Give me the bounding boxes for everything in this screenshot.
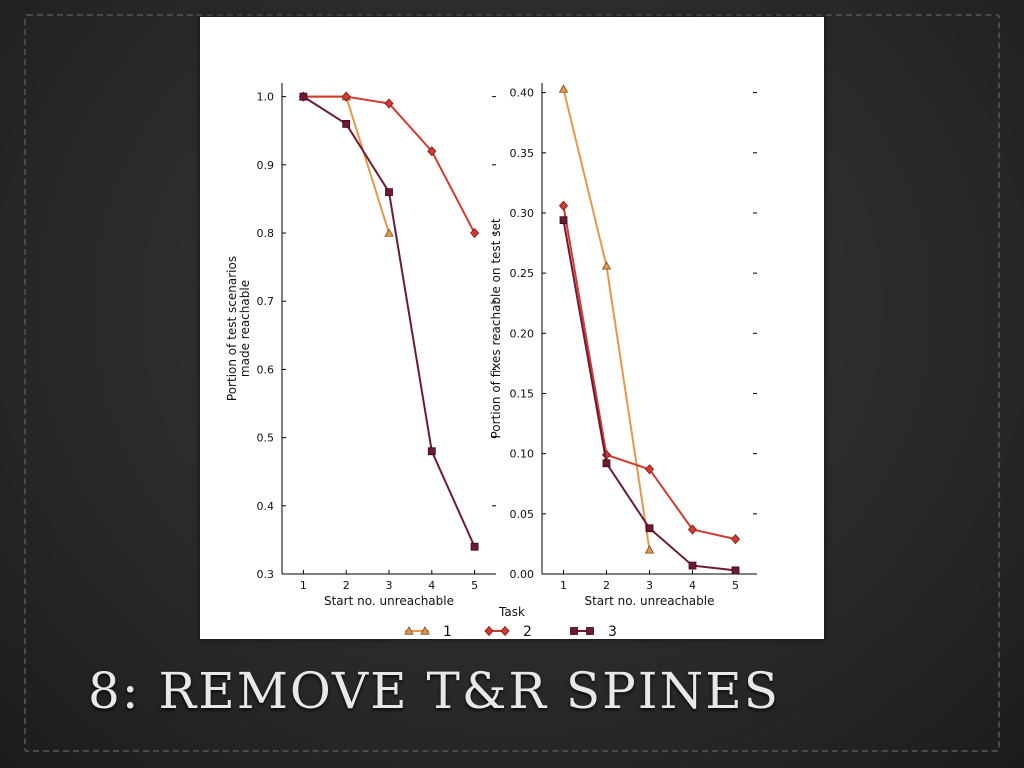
chart-legend: Task 1 2 3 (404, 605, 617, 639)
data-point-series-3 (427, 447, 436, 456)
x-tick-label: 2 (603, 579, 610, 592)
x-tick-label: 3 (646, 579, 653, 592)
data-point-series-3 (645, 524, 654, 533)
series-line-1 (303, 95, 390, 234)
data-point-series-1 (558, 84, 569, 93)
y-tick-label: 0.8 (257, 227, 275, 240)
legend-marker-2 (484, 625, 494, 637)
legend-marker-3 (570, 627, 578, 635)
y-tick-label: 0.00 (510, 568, 535, 581)
y-tick-label: 0.10 (510, 448, 535, 461)
data-point-series-2 (687, 524, 698, 535)
y-tick-label: 0.4 (257, 500, 275, 513)
data-point-series-2 (730, 533, 741, 545)
slide-stitch-border (24, 14, 1000, 752)
data-point-series-3 (385, 188, 393, 197)
legend-label-3: 3 (608, 624, 617, 639)
data-point-series-3 (559, 216, 568, 225)
series-line-2 (562, 205, 736, 541)
series-line-2 (303, 95, 476, 234)
chart-panel-1: 0.3 0.4 0.5 0.6 0.7 0.8 0.9 1.0 1 2 3 4 5 Start no. u… (225, 83, 496, 608)
y-tick-label: 0.05 (510, 508, 535, 521)
y-tick-label: 0.30 (510, 207, 535, 220)
legend-title: Task (498, 605, 525, 619)
data-point-series-2 (384, 98, 394, 109)
y-tick-label: 0.40 (510, 87, 535, 100)
data-point-series-3 (470, 542, 479, 551)
data-point-series-3 (602, 459, 611, 468)
y-axis-label: Portion of fixes reachable on test set (489, 218, 503, 438)
legend-marker-1 (404, 626, 414, 635)
data-point-series-3 (299, 92, 308, 101)
figure-card: 0.3 0.4 0.5 0.6 0.7 0.8 0.9 1.0 1 2 3 4 5 Start no. u… (200, 17, 824, 639)
legend-label-1: 1 (443, 624, 452, 639)
y-tick-label: 0.15 (510, 387, 535, 400)
data-point-series-2 (644, 464, 655, 475)
data-point-series-2 (427, 146, 437, 157)
x-tick-label: 1 (300, 579, 307, 592)
x-axis-label: Start no. unreachable (584, 594, 714, 608)
data-point-series-2 (470, 227, 480, 239)
data-point-series-2 (558, 200, 569, 211)
x-tick-label: 5 (471, 579, 478, 592)
y-axis-label: made reachable (238, 280, 252, 377)
x-tick-label: 4 (428, 579, 435, 592)
y-tick-label: 0.7 (257, 295, 275, 308)
x-tick-label: 3 (386, 579, 393, 592)
y-tick-label: 0.9 (257, 159, 275, 172)
slide-title: 8: REMOVE T&R SPINES (88, 662, 781, 720)
x-tick-label: 2 (343, 579, 350, 592)
legend-label-2: 2 (523, 624, 532, 639)
series-line-3 (562, 220, 736, 572)
y-tick-label: 0.6 (257, 363, 275, 376)
y-tick-label: 0.5 (257, 432, 275, 445)
y-tick-label: 0.25 (510, 267, 535, 280)
figure-svg: 0.3 0.4 0.5 0.6 0.7 0.8 0.9 1.0 1 2 3 4 5 Start no. u… (225, 83, 757, 639)
data-point-series-1 (601, 261, 612, 270)
data-point-series-3 (731, 566, 740, 575)
y-tick-label: 1.0 (257, 91, 275, 104)
y-tick-label: 0.3 (257, 568, 275, 581)
y-tick-label: 0.35 (510, 147, 535, 160)
x-tick-label: 5 (732, 579, 739, 592)
x-tick-label: 4 (689, 579, 696, 592)
data-point-series-1 (384, 228, 394, 237)
data-point-series-3 (688, 561, 697, 570)
x-tick-label: 1 (560, 579, 567, 592)
legend-marker-3 (586, 627, 594, 635)
y-axis-label: Portion of test scenarios (225, 256, 239, 401)
data-point-series-3 (342, 120, 351, 128)
data-point-series-2 (341, 91, 351, 102)
legend-marker-2 (500, 625, 510, 637)
series-line-3 (302, 95, 476, 548)
series-line-1 (562, 88, 651, 551)
x-axis-label: Start no. unreachable (324, 594, 454, 608)
chart-panel-2: 0.00 0.05 0.10 0.15 0.20 0.25 0.30 0.35 0.40 1 2 3 4… (489, 83, 757, 608)
data-point-series-1 (644, 545, 655, 554)
legend-marker-1 (420, 626, 430, 635)
y-tick-label: 0.20 (510, 327, 535, 340)
